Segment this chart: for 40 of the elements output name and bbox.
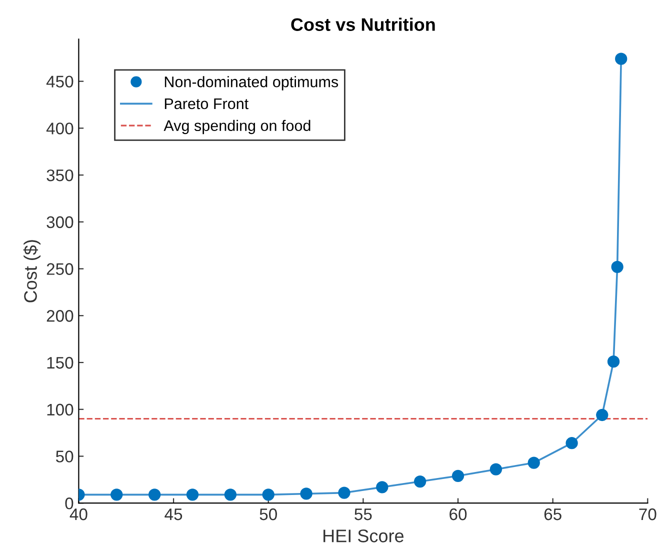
y-tick-label: 350 <box>46 169 74 182</box>
legend-label: Avg spending on food <box>164 120 310 134</box>
point <box>490 463 502 476</box>
point <box>611 260 624 273</box>
point <box>110 488 123 501</box>
chart-title: Cost vs Nutrition <box>291 18 435 31</box>
y-tick-label: 400 <box>46 122 74 134</box>
point <box>596 408 608 422</box>
point <box>452 470 464 482</box>
x-axis-title: HEI Score <box>324 530 404 542</box>
y-tick-label: 450 <box>46 76 74 88</box>
x-tick-label: 70 <box>639 508 656 520</box>
y-tick-label: 200 <box>46 310 74 322</box>
legend-label: Pareto Front <box>164 98 248 110</box>
point <box>186 488 199 501</box>
x-tick-label: 50 <box>260 508 277 520</box>
x-tick-label: 45 <box>164 508 182 520</box>
point <box>607 355 620 368</box>
point <box>414 475 426 488</box>
point <box>262 488 274 501</box>
y-tick-label: 100 <box>47 404 74 416</box>
y-tick-label: 250 <box>46 263 74 275</box>
point <box>615 52 628 65</box>
y-tick-label: 300 <box>46 216 74 228</box>
point <box>300 488 312 500</box>
point <box>376 481 388 494</box>
point <box>338 486 350 499</box>
point <box>528 456 540 469</box>
x-tick-label: 60 <box>450 508 467 520</box>
legend-label: Non-dominated optimums <box>164 76 338 90</box>
x-tick-label: 55 <box>354 508 372 520</box>
y-tick-label: 50 <box>56 450 74 462</box>
x-tick-label: 65 <box>544 508 562 520</box>
y-tick-label: 150 <box>47 356 74 369</box>
point <box>566 437 578 450</box>
point <box>224 488 236 501</box>
point <box>148 488 161 501</box>
y-axis-title: Cost ($) <box>23 240 40 302</box>
y-tick-label: 0 <box>65 498 74 510</box>
x-tick-label: 40 <box>70 508 88 520</box>
